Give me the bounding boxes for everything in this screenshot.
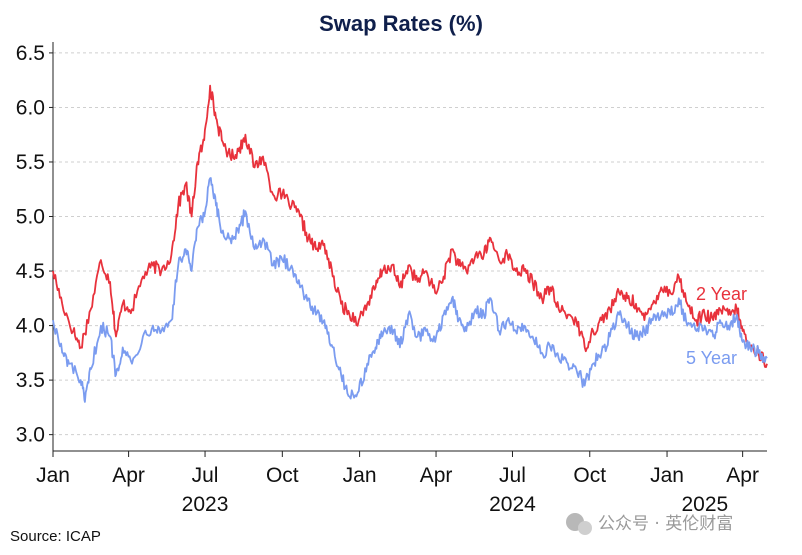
x-tick-label: Oct: [573, 464, 606, 487]
x-tick-label: Jul: [192, 464, 219, 487]
x-tick-label: Jan: [343, 464, 377, 487]
source-note: Source: ICAP: [10, 528, 101, 545]
gridlines: [53, 52, 767, 436]
chart-title: Swap Rates (%): [319, 11, 483, 36]
y-tick-label: 4.5: [16, 260, 45, 283]
watermark-text: 公众号 · 英伦财富: [598, 514, 733, 534]
x-tick-label: Jan: [36, 464, 70, 487]
x-tick-label: Apr: [112, 464, 145, 487]
y-tick-label: 3.5: [16, 369, 45, 392]
x-tick-label: Jul: [499, 464, 526, 487]
series-label-5-year: 5 Year: [686, 348, 737, 368]
series-line-5-year: [52, 177, 768, 403]
series-line-2-year: [52, 84, 768, 368]
y-tick-label: 6.0: [16, 96, 45, 119]
x-year-label: 2024: [489, 493, 536, 516]
series-labels: 2 Year 5 Year: [686, 284, 747, 368]
y-tick-label: 4.0: [16, 315, 45, 338]
x-tick-label: Apr: [420, 464, 453, 487]
series-label-2-year: 2 Year: [696, 284, 747, 304]
x-year-label: 2025: [681, 493, 728, 516]
series-lines: [52, 84, 768, 403]
y-axis: 3.0 3.5 4.0 4.5 5.0 5.5 6.0 6.5: [16, 42, 54, 451]
y-tick-label: 5.5: [16, 151, 45, 174]
x-year-label: 2023: [182, 493, 229, 516]
x-axis: Jan Apr Jul Oct Jan Apr Jul Oct Jan Apr 2023 2024 20…: [36, 450, 767, 516]
wechat-icon-bubble: [578, 521, 592, 535]
y-tick-label: 6.5: [16, 42, 45, 65]
x-tick-label: Apr: [726, 464, 759, 487]
watermark: 公众号 · 英伦财富: [566, 513, 733, 535]
y-tick-label: 3.0: [16, 424, 45, 447]
x-tick-label: Oct: [266, 464, 299, 487]
x-tick-label: Jan: [650, 464, 684, 487]
y-tick-label: 5.0: [16, 206, 45, 229]
